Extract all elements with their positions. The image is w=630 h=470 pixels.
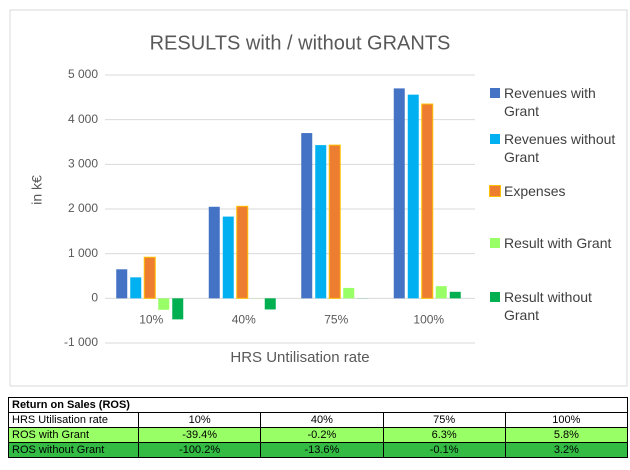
bar [130,277,142,299]
legend-swatch [490,292,500,302]
legend-swatch [490,88,500,98]
y-tick-label: 1 000 [68,246,98,260]
header-cell: 10% [137,412,262,428]
table-title-row: Return on Sales (ROS) [8,397,628,413]
table-header-row: HRS Utilisation rate 10% 40% 75% 100% [8,412,629,428]
header-cell: HRS Utilisation rate [8,412,139,428]
bar [393,88,405,299]
y-tick-label: -1 000 [64,335,98,349]
cell: -39.4% [137,427,262,443]
bar [301,133,313,299]
bar [315,145,327,299]
legend-swatch [489,185,501,197]
y-tick-label: 2 000 [68,201,98,215]
cell: -0.2% [260,427,384,443]
table-row: ROS without Grant -100.2% -13.6% -0.1% 3… [8,442,629,458]
bar [143,256,156,299]
cell: -0.1% [382,442,506,458]
bar [158,298,170,310]
x-tick-label: 100% [413,313,444,327]
legend-item: Result without Grant [490,288,625,324]
legend-label: Expenses [504,183,566,199]
cell: ROS without Grant [8,442,139,458]
y-tick-label: 3 000 [68,157,98,171]
cell: ROS with Grant [8,427,139,443]
bar [343,287,355,299]
bar [449,291,461,299]
chart-title: RESULTS with / without GRANTS [150,32,451,54]
x-tick-label: 75% [324,313,348,327]
bar [421,103,434,299]
bar [172,298,184,320]
table-title: Return on Sales (ROS) [8,397,628,413]
header-cell: 100% [504,412,629,428]
legend-label: Revenues with Grant [504,85,596,119]
y-axis-label: in k€ [29,175,45,205]
legend-label: Result without Grant [504,289,592,323]
bar [328,144,341,299]
cell: 5.8% [504,427,629,443]
bar [116,269,128,299]
bar [264,298,276,310]
bar [236,205,249,299]
x-axis-label: HRS Untilisation rate [230,349,369,366]
legend-swatch [490,238,500,248]
legend-label: Result with Grant [504,235,612,251]
legend-label: Revenues without Grant [504,131,616,165]
chart: RESULTS with / without GRANTS HRS Untili… [9,9,628,387]
header-cell: 40% [260,412,384,428]
legend-swatch [490,134,500,144]
cell: -100.2% [137,442,262,458]
cell: 3.2% [504,442,629,458]
ros-table: Return on Sales (ROS) HRS Utilisation ra… [8,397,629,458]
cell: 6.3% [382,427,506,443]
header-cell: 75% [382,412,506,428]
legend-item: Expenses [489,182,625,200]
x-tick-label: 10% [139,313,163,327]
bar [435,286,447,299]
x-tick-label: 40% [232,313,256,327]
bar [407,94,419,299]
cell: -13.6% [260,442,384,458]
y-tick-label: 0 [91,291,98,305]
bar [222,216,234,299]
legend-item: Revenues without Grant [490,130,625,166]
y-tick-label: 5 000 [68,67,98,81]
legend-item: Revenues with Grant [490,84,625,120]
y-tick-label: 4 000 [68,112,98,126]
table-row: ROS with Grant -39.4% -0.2% 6.3% 5.8% [8,427,629,443]
bar [208,206,220,299]
legend-item: Result with Grant [490,234,625,252]
